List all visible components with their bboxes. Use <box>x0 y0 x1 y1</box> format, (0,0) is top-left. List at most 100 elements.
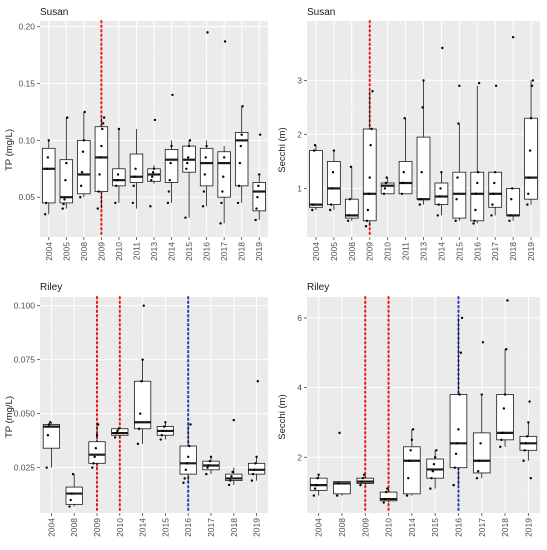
box-iqr <box>164 149 179 183</box>
x-tick-label: 2004 <box>311 242 321 261</box>
x-tick-label: 2011 <box>401 242 411 261</box>
data-point <box>256 196 259 199</box>
x-tick-label: 2009 <box>360 518 370 537</box>
y-tick-label: 3 <box>297 75 302 85</box>
data-point <box>150 178 153 182</box>
data-point <box>208 459 212 463</box>
box-iqr <box>77 139 91 195</box>
data-point <box>419 198 422 201</box>
data-point <box>255 207 258 210</box>
data-point <box>454 219 457 222</box>
y-axis-title: Secchi (m) <box>277 394 288 439</box>
data-point <box>382 501 385 504</box>
data-point <box>457 122 460 125</box>
data-point <box>337 482 340 485</box>
box-2010 <box>380 176 395 195</box>
data-point <box>317 473 320 476</box>
data-point <box>440 171 443 174</box>
x-tick-label: 2004 <box>314 518 324 537</box>
data-point <box>405 494 409 497</box>
data-point <box>81 150 85 153</box>
data-point <box>528 149 532 152</box>
data-point <box>96 207 99 210</box>
box-2008 <box>77 110 91 199</box>
data-point <box>237 184 241 188</box>
x-tick-label: 2016 <box>183 518 193 537</box>
data-point <box>369 144 372 147</box>
data-point <box>43 213 47 216</box>
box-iqr <box>379 491 398 502</box>
box-iqr <box>42 147 56 204</box>
data-point <box>460 316 464 320</box>
data-point <box>346 219 350 222</box>
data-point <box>338 431 341 435</box>
plot-area: 0.05 0.10 0.15 0.20 2004 2005 2008 2009 2010 2011… <box>18 20 268 261</box>
data-point <box>171 93 174 97</box>
data-point <box>114 201 117 205</box>
data-point <box>457 428 460 431</box>
data-point <box>421 106 424 109</box>
data-point <box>117 427 120 430</box>
data-point <box>328 208 332 212</box>
data-point <box>480 393 483 396</box>
box-2008 <box>65 472 83 508</box>
data-point <box>230 475 233 478</box>
data-point <box>258 173 261 176</box>
data-point <box>386 487 389 490</box>
data-point <box>80 171 84 174</box>
panel-susan-tp: Susan TP (mg/L) 0.05 0.10 0.15 0.20 2004 2005… <box>4 7 268 261</box>
data-point <box>139 412 142 415</box>
box-2005 <box>59 116 74 210</box>
data-point <box>430 476 433 480</box>
data-point <box>184 216 187 219</box>
x-tick-label: 2008 <box>347 242 357 261</box>
data-point <box>64 178 67 182</box>
box-2019 <box>247 380 266 482</box>
data-point <box>411 428 415 431</box>
box-2009 <box>362 90 377 228</box>
data-point <box>359 483 362 487</box>
data-point <box>96 423 100 426</box>
data-point <box>79 196 82 199</box>
data-point <box>402 171 405 174</box>
data-point <box>65 161 68 165</box>
data-point <box>385 176 388 179</box>
data-point <box>492 192 495 195</box>
box-2008 <box>333 431 351 497</box>
data-point <box>222 156 226 159</box>
box-2009 <box>94 116 109 210</box>
data-point <box>370 127 373 131</box>
x-tick-label: 2010 <box>384 518 394 537</box>
data-point <box>522 459 525 462</box>
data-point <box>311 208 314 212</box>
data-point <box>407 476 410 480</box>
data-point <box>493 181 496 185</box>
data-point <box>160 434 164 437</box>
data-point <box>439 187 442 190</box>
data-point <box>384 490 388 494</box>
data-point <box>151 171 155 174</box>
plot-area: 0.025 0.050 0.075 0.100 2004 2008 2009 2010 2014… <box>14 296 268 537</box>
x-tick-label: 2018 <box>229 518 239 537</box>
x-tick-label: 2019 <box>254 242 264 261</box>
y-tick-label: 1 <box>297 183 302 193</box>
panel-title: Riley <box>40 282 62 293</box>
data-point <box>367 192 371 195</box>
data-point <box>383 187 387 190</box>
data-point <box>371 90 374 93</box>
x-tick-label: 2013 <box>419 242 429 261</box>
box-2008 <box>344 165 359 222</box>
x-tick-label: 2010 <box>114 242 124 261</box>
data-point <box>141 358 144 361</box>
x-tick-label: 2008 <box>337 518 347 537</box>
data-point <box>227 483 231 487</box>
data-point <box>170 144 173 148</box>
data-point <box>82 139 86 142</box>
data-point <box>63 198 66 201</box>
x-tick-label: 2009 <box>96 242 106 261</box>
data-point <box>530 84 534 88</box>
data-point <box>169 161 172 165</box>
data-point <box>44 201 48 205</box>
y-axis-title: Secchi (m) <box>277 127 288 172</box>
data-point <box>510 187 514 190</box>
